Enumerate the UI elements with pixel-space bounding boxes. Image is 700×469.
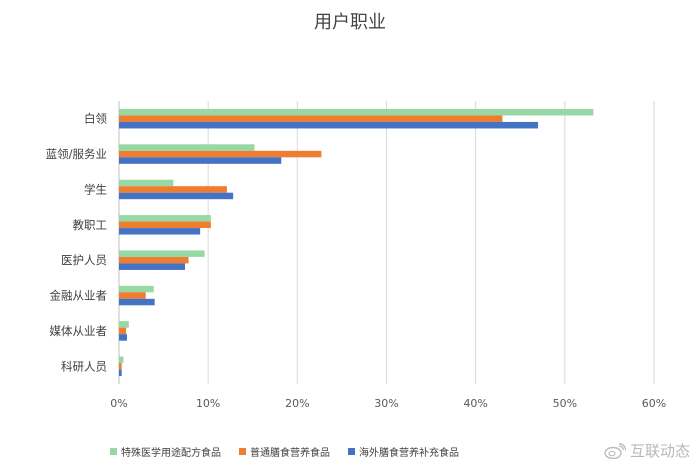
bar [119,298,155,306]
bar [119,369,122,377]
legend-item-series-2: 普通膳食营养食品 [239,444,330,459]
bar [119,363,122,370]
category-label: 蓝领/服务业 [46,147,107,161]
category-label: 金融从业者 [50,289,108,303]
bar [119,327,127,335]
bar [119,250,205,257]
x-tick-label: 20% [285,397,309,410]
legend-swatch-series-1 [110,448,117,455]
legend-item-series-1: 特殊医学用途配方食品 [110,444,221,459]
category-label: 医护人员 [61,253,107,267]
bar [119,321,129,328]
legend-label-series-3: 海外膳食营养补充食品 [359,448,459,459]
bar [119,115,503,122]
x-tick-label: 10% [196,397,220,410]
legend-label-series-1: 特殊医学用途配方食品 [121,448,221,459]
legend-swatch-series-3 [348,448,355,455]
bar [119,292,146,299]
x-tick-label: 30% [374,397,398,410]
bar [119,228,201,235]
legend-label-series-2: 普通膳食营养食品 [250,448,330,459]
category-label: 学生 [84,182,107,196]
category-label: 教职工 [73,218,108,232]
watermark-text: 互联动态 [629,442,690,460]
bar [119,263,185,270]
bar [119,285,154,293]
watermark: 互联动态 [604,440,690,461]
category-label: 科研人员 [61,359,107,373]
legend: 特殊医学用途配方食品 普通膳食营养食品 海外膳食营养补充食品 [110,444,459,459]
bar [119,215,211,222]
bar [119,186,227,193]
x-tick-label: 0% [110,397,127,410]
bar [119,121,539,129]
legend-item-series-3: 海外膳食营养补充食品 [348,444,459,459]
bar [119,108,594,116]
category-label: 白领 [84,112,107,126]
x-tick-label: 60% [642,397,666,410]
bar [119,150,322,158]
bar [119,334,128,341]
chart-title: 用户职业 [314,12,386,33]
bar [119,192,234,200]
x-tick-label: 50% [553,397,577,410]
bar [119,179,174,187]
bar [119,221,211,229]
legend-swatch-series-2 [239,448,246,455]
bar [119,157,282,164]
bar [119,256,189,264]
bar [119,144,255,151]
bar [119,356,124,364]
category-label: 媒体从业者 [50,324,108,338]
x-tick-label: 40% [463,397,487,410]
weibo-icon [604,442,626,459]
